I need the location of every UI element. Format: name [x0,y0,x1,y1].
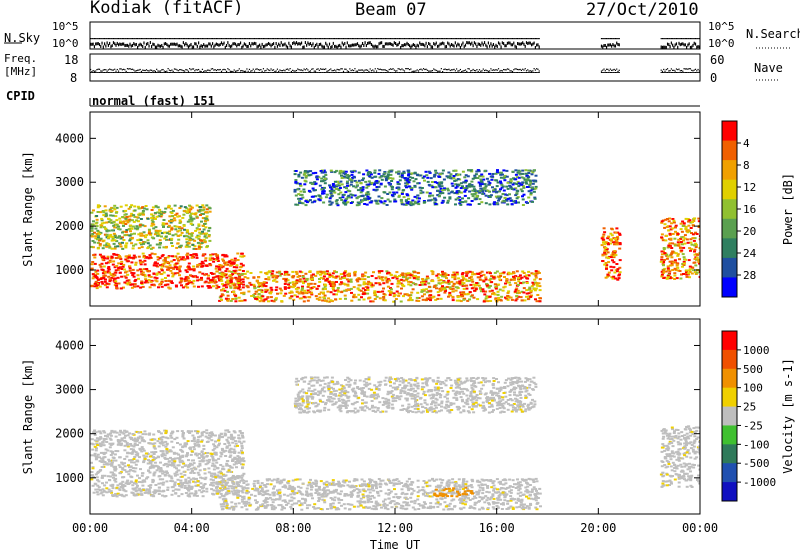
colorbar-swatch [722,121,737,142]
colorbar-swatch [722,482,737,502]
ytick-label: 3000 [55,175,84,189]
colorbar-tick-label: -100 [743,438,770,451]
xtick-label: 20:00 [580,521,616,535]
colorbar-tick-label: -500 [743,457,770,470]
colorbar-swatch [722,349,737,370]
colorbar-label: Velocity [m s-1] [781,358,795,474]
time-axis: 00:00 04:00 08:00 12:00 16:00 20:00 00:00 Time … [72,521,718,552]
x-axis-label: Time UT [370,538,421,552]
ytick-label: 3000 [55,383,84,397]
region-2 [451,489,455,492]
ytick-label: 4000 [55,338,84,352]
colorbar-tick-label: 24 [743,247,757,260]
freq-tick-top: 18 [64,53,79,67]
colorbar-tick-label: 4 [743,137,750,150]
nsearch-tick-bottom: 10^0 [708,37,735,50]
xtick-label: 08:00 [275,521,311,535]
colorbar-tick-label: -1000 [743,476,776,489]
nsearch-label: N.Search [746,27,800,41]
region-2 [238,283,241,286]
xtick-label: 12:00 [377,521,413,535]
xtick-label: 00:00 [682,521,718,535]
region-1 [129,230,132,233]
colorbar-swatch [722,406,737,426]
nsky-tick-bottom: 10^0 [52,37,79,50]
ytick-label: 2000 [55,219,84,233]
colorbar-swatch [722,387,737,408]
colorbar-tick-label: 8 [743,159,750,172]
colorbar-swatch [722,160,737,181]
cpid-label: CPID [6,89,35,103]
heatmap-cells [90,376,700,511]
colorbar-tick-label: 1000 [743,344,770,357]
y-axis-label: Slant Range [km] [21,151,35,267]
date-title: 27/Oct/2010 [586,0,699,20]
velocity-colorbar: 1000 500 100 25 -25 -100 -500 -1000 Velocity [m … [721,330,795,502]
ytick-label: 2000 [55,427,84,441]
freq-tick-bottom: 8 [70,71,78,85]
power-panel: 1000 2000 3000 4000 Slant Range [km] [21,111,701,307]
power-colorbar: 4 8 12 16 20 24 28 Power [dB] [721,120,795,298]
colorbar-swatch [722,368,737,389]
colorbar-swatch [722,463,737,483]
colorbar-tick-label: 28 [743,269,756,282]
colorbar-tick-label: 100 [743,382,763,395]
beam-title: Beam 07 [355,0,427,20]
ytick-label: 1000 [55,471,84,485]
freq-label: Freq. [4,52,38,65]
top-panels [4,21,790,107]
nsearch-tick-top: 10^5 [708,20,735,33]
colorbar-tick-label: 500 [743,363,763,376]
region-3 [377,195,381,198]
nave-tick-top: 60 [710,53,725,67]
station-title: Kodiak (fitACF) [90,0,244,18]
colorbar-tick-label: -25 [743,419,763,432]
colorbar-tick-label: 20 [743,225,756,238]
cpid-value: normal (fast) 151 [92,94,215,108]
y-axis-label: Slant Range [km] [21,359,35,475]
xtick-label: 00:00 [72,521,108,535]
heatmap-cells [90,169,700,303]
colorbar-swatch [722,425,737,445]
colorbar-tick-label: 12 [743,181,756,194]
freq-unit-label: [MHz] [4,65,38,78]
colorbar-tick-label: 25 [743,401,756,414]
nave-label: Nave [754,61,783,75]
colorbar-label: Power [dB] [781,173,795,245]
nave-tick-bottom: 0 [710,71,718,85]
xtick-label: 16:00 [479,521,515,535]
colorbar-swatch [722,277,737,298]
colorbar-swatch [722,444,737,464]
colorbar-swatch [722,218,737,239]
velocity-panel: 1000 2000 3000 4000 Slant Range [km] [21,318,701,515]
xtick-label: 04:00 [174,521,210,535]
colorbar-swatch [722,179,737,200]
ytick-label: 1000 [55,263,84,277]
ytick-label: 4000 [55,131,84,145]
nsky-tick-top: 10^5 [52,20,79,33]
colorbar-swatch [722,199,737,220]
colorbar-swatch [722,238,737,259]
colorbar-tick-label: 16 [743,203,756,216]
colorbar-swatch [722,140,737,161]
colorbar-swatch [722,331,737,351]
nsky-label: N.Sky [4,31,41,45]
colorbar-swatch [722,257,737,278]
